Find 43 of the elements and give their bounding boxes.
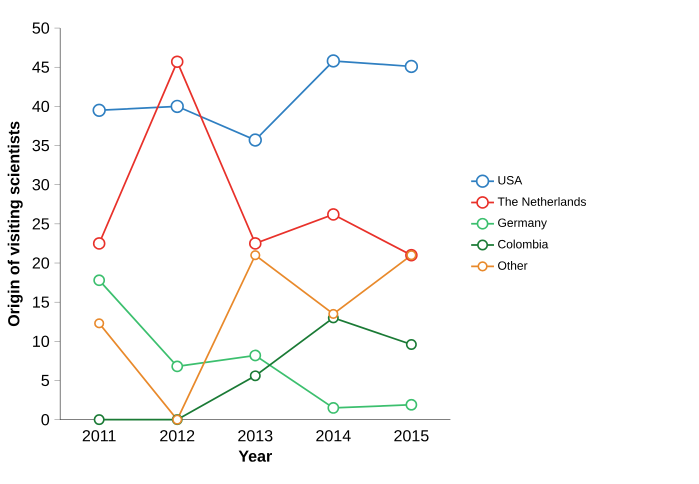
y-tick-label: 20 bbox=[32, 257, 50, 269]
point bbox=[327, 402, 340, 414]
point bbox=[170, 100, 184, 114]
legend-label: Colombia bbox=[498, 240, 548, 249]
legend-label: The Netherlands bbox=[498, 197, 586, 206]
point bbox=[328, 308, 338, 320]
point bbox=[171, 360, 184, 372]
x-axis-title: Year bbox=[238, 450, 272, 462]
point bbox=[94, 318, 104, 329]
point bbox=[93, 274, 106, 286]
point bbox=[92, 104, 106, 118]
y-tick-label: 15 bbox=[33, 296, 50, 308]
point bbox=[92, 237, 106, 250]
point bbox=[249, 350, 262, 362]
y-tick-label: 35 bbox=[32, 140, 50, 152]
point bbox=[94, 414, 105, 426]
point bbox=[406, 339, 417, 350]
x-tick-label: 2014 bbox=[316, 430, 351, 442]
point bbox=[327, 208, 340, 221]
y-tick-label: 45 bbox=[32, 62, 50, 73]
point bbox=[405, 398, 418, 411]
point bbox=[250, 370, 261, 382]
y-tick-label: 5 bbox=[41, 375, 50, 386]
point bbox=[326, 54, 340, 68]
y-axis-title: Origin of visiting scientists bbox=[8, 122, 23, 326]
y-tick-label: 30 bbox=[32, 179, 50, 190]
point bbox=[250, 250, 260, 260]
y-tick-label: 40 bbox=[32, 100, 50, 112]
y-tick-label: 10 bbox=[33, 336, 50, 348]
point bbox=[248, 133, 262, 147]
x-tick-label: 2015 bbox=[394, 430, 429, 442]
legend-label: Other bbox=[498, 261, 528, 270]
legend-label: Germany bbox=[498, 218, 547, 230]
point bbox=[248, 237, 262, 250]
y-tick-label: 50 bbox=[32, 22, 50, 34]
x-tick-label: 2013 bbox=[238, 430, 272, 442]
legend-label: USA bbox=[498, 176, 522, 185]
point bbox=[404, 60, 418, 74]
y-tick-label: 25 bbox=[32, 218, 50, 230]
y-tick-label: 0 bbox=[41, 414, 50, 426]
x-tick-label: 2011 bbox=[82, 430, 116, 442]
x-tick-label: 2012 bbox=[160, 430, 194, 442]
point bbox=[170, 56, 184, 68]
